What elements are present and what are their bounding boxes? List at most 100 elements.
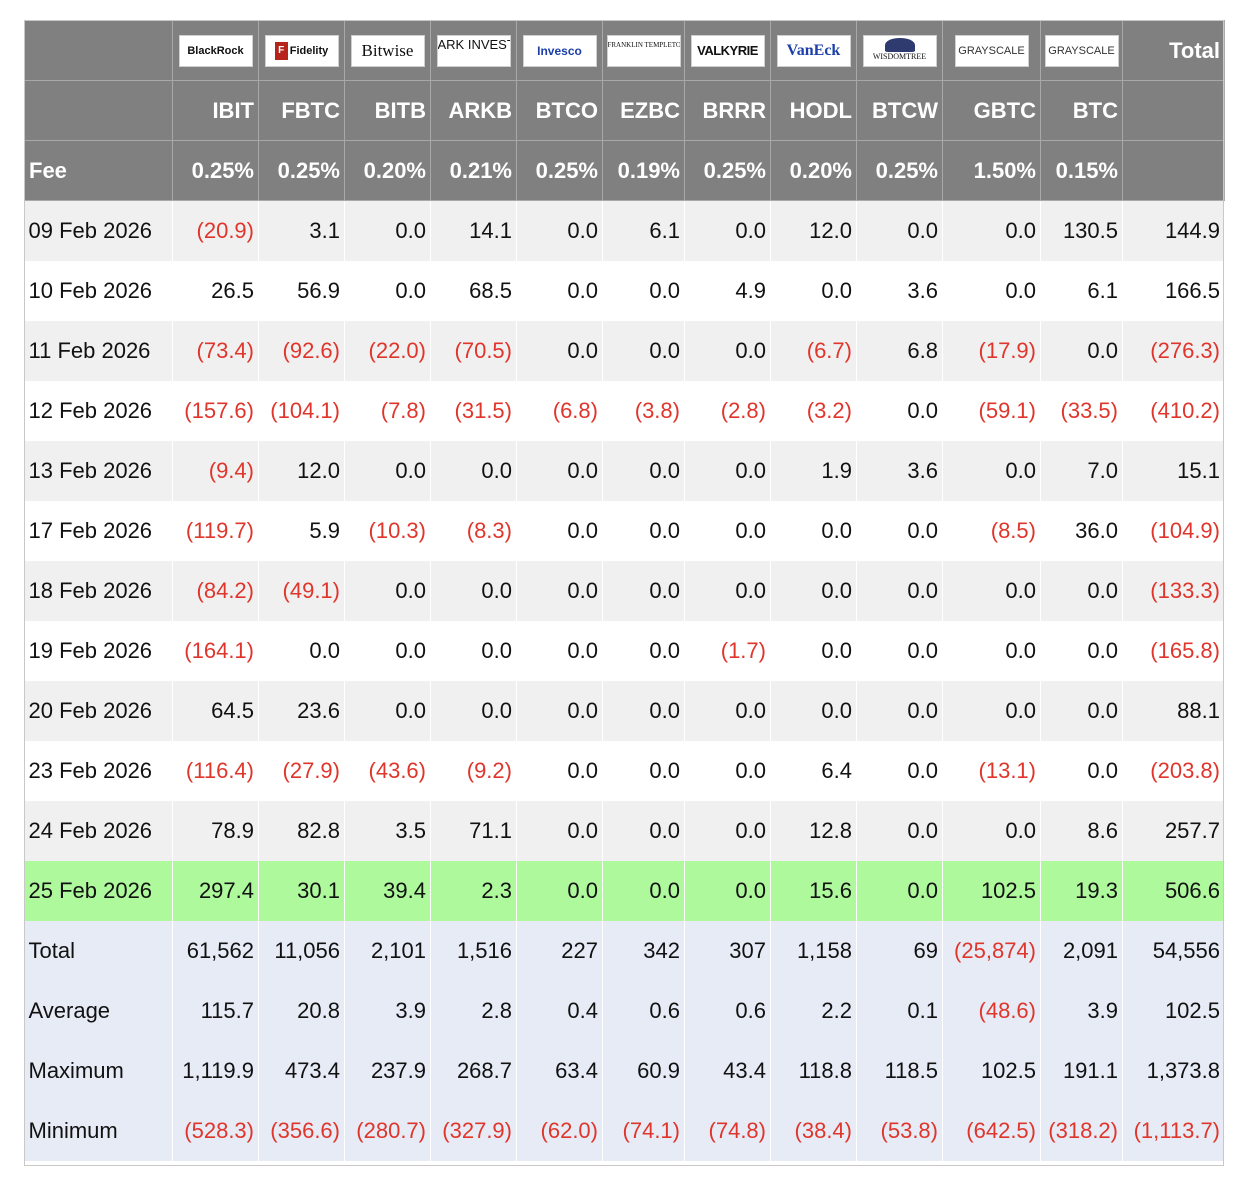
flow-cell: 0.0 <box>684 860 771 921</box>
flow-cell: 0.0 <box>942 680 1041 741</box>
flow-cell: 30.1 <box>258 860 345 921</box>
flow-cell: (43.6) <box>344 740 431 801</box>
flow-cell: 0.0 <box>942 560 1041 621</box>
flow-cell: (2.8) <box>684 380 771 441</box>
ticker-header: BTCO <box>516 80 603 141</box>
flow-cell: 0.0 <box>770 500 857 561</box>
row-total-cell: 88.1 <box>1122 680 1225 741</box>
flow-cell: 0.0 <box>942 200 1041 261</box>
flow-cell: (164.1) <box>172 620 259 681</box>
stat-cell: 118.5 <box>856 1040 943 1101</box>
fidelity-logo: F Fidelity <box>264 34 339 67</box>
flow-cell: 1.9 <box>770 440 857 501</box>
flow-cell: (9.4) <box>172 440 259 501</box>
stat-cell: 1,158 <box>770 920 857 981</box>
flow-cell: 0.0 <box>942 440 1041 501</box>
stats-row: Total 61,562 11,056 2,101 1,516 227 342 307 1,15… <box>24 920 1225 981</box>
stat-cell: 102.5 <box>1122 980 1225 1041</box>
stat-cell: (25,874) <box>942 920 1041 981</box>
stat-cell: 268.7 <box>430 1040 517 1101</box>
stat-cell: 191.1 <box>1040 1040 1123 1101</box>
flow-cell: 0.0 <box>942 260 1041 321</box>
flow-cell: 0.0 <box>344 620 431 681</box>
flow-cell: 0.0 <box>1040 680 1123 741</box>
flow-cell: (9.2) <box>430 740 517 801</box>
stat-cell: 118.8 <box>770 1040 857 1101</box>
flow-cell: 0.0 <box>516 680 603 741</box>
flow-cell: 0.0 <box>856 560 943 621</box>
stat-cell: 2.2 <box>770 980 857 1041</box>
flow-cell: 0.0 <box>516 800 603 861</box>
date-cell: 24 Feb 2026 <box>24 800 173 861</box>
flow-cell: 5.9 <box>258 500 345 561</box>
flow-cell: (33.5) <box>1040 380 1123 441</box>
flow-cell: 8.6 <box>1040 800 1123 861</box>
flow-cell: (73.4) <box>172 320 259 381</box>
row-total-cell: (276.3) <box>1122 320 1225 381</box>
flow-cell: 64.5 <box>172 680 259 741</box>
fee-cell: 0.20% <box>344 140 431 201</box>
flow-cell: (116.4) <box>172 740 259 801</box>
stat-cell: 473.4 <box>258 1040 345 1101</box>
table-row: 25 Feb 2026 297.4 30.1 39.4 2.3 0.0 0.0 0.0 15.6… <box>24 860 1225 921</box>
stat-cell: (38.4) <box>770 1100 857 1161</box>
flow-cell: (8.3) <box>430 500 517 561</box>
flow-cell: 19.3 <box>1040 860 1123 921</box>
stat-cell: (327.9) <box>430 1100 517 1161</box>
stat-cell: 1,516 <box>430 920 517 981</box>
ticker-header: BTC <box>1040 80 1123 141</box>
flow-cell: 0.0 <box>602 440 685 501</box>
stat-cell: 0.4 <box>516 980 603 1041</box>
ark-logo: ARK INVEST <box>436 34 511 67</box>
flow-cell: 82.8 <box>258 800 345 861</box>
wisdomtree-logo: WISDOMTREE <box>862 34 937 67</box>
flow-cell: 15.6 <box>770 860 857 921</box>
ticker-header: ARKB <box>430 80 517 141</box>
row-total-cell: 166.5 <box>1122 260 1225 321</box>
flow-cell: 3.5 <box>344 800 431 861</box>
flow-cell: 3.6 <box>856 440 943 501</box>
flow-cell: 297.4 <box>172 860 259 921</box>
date-cell: 13 Feb 2026 <box>24 440 173 501</box>
stat-cell: (62.0) <box>516 1100 603 1161</box>
table-row: 18 Feb 2026 (84.2) (49.1) 0.0 0.0 0.0 0.0 0.0 0.… <box>24 560 1225 621</box>
flow-cell: 130.5 <box>1040 200 1123 261</box>
flow-cell: 68.5 <box>430 260 517 321</box>
flow-cell: 0.0 <box>430 440 517 501</box>
row-total-cell: (165.8) <box>1122 620 1225 681</box>
stat-cell: 2,091 <box>1040 920 1123 981</box>
flow-cell: (157.6) <box>172 380 259 441</box>
table-row: 09 Feb 2026 (20.9) 3.1 0.0 14.1 0.0 6.1 0.0 12.0… <box>24 200 1225 261</box>
blackrock-logo: BlackRock <box>178 34 253 67</box>
etf-flow-table: BlackRock F Fidelity Bitwise ARK INVEST I… <box>24 20 1225 1161</box>
row-total-cell: (203.8) <box>1122 740 1225 801</box>
flow-cell: 0.0 <box>770 260 857 321</box>
flow-cell: 0.0 <box>602 560 685 621</box>
ticker-header: IBIT <box>172 80 259 141</box>
flow-cell: 26.5 <box>172 260 259 321</box>
vaneck-logo: VanEck <box>776 34 851 67</box>
table-row: 20 Feb 2026 64.5 23.6 0.0 0.0 0.0 0.0 0.0 0.0 0.0… <box>24 680 1225 741</box>
date-cell: 17 Feb 2026 <box>24 500 173 561</box>
row-total-cell: 506.6 <box>1122 860 1225 921</box>
flow-cell: (104.1) <box>258 380 345 441</box>
stat-cell: 43.4 <box>684 1040 771 1101</box>
flow-cell: 0.0 <box>1040 740 1123 801</box>
flow-cell: (10.3) <box>344 500 431 561</box>
logo-row: BlackRock F Fidelity Bitwise ARK INVEST I… <box>24 20 1225 81</box>
stat-cell: (318.2) <box>1040 1100 1123 1161</box>
flow-cell: 0.0 <box>344 200 431 261</box>
flow-cell: 0.0 <box>602 740 685 801</box>
flow-cell: 0.0 <box>344 440 431 501</box>
table-row: 17 Feb 2026 (119.7) 5.9 (10.3) (8.3) 0.0 0.0 0.… <box>24 500 1225 561</box>
flow-cell: 0.0 <box>516 740 603 801</box>
grayscale-logo: GRAYSCALE <box>1044 34 1119 67</box>
flow-cell: 0.0 <box>684 560 771 621</box>
flow-cell: 0.0 <box>602 860 685 921</box>
flow-cell: 6.1 <box>1040 260 1123 321</box>
stats-row: Minimum (528.3) (356.6) (280.7) (327.9) (62.0… <box>24 1100 1225 1161</box>
stat-cell: 0.6 <box>684 980 771 1041</box>
row-total-cell: (410.2) <box>1122 380 1225 441</box>
fee-row: Fee 0.25% 0.25% 0.20% 0.21% 0.25% 0.19% 0.25% 0… <box>24 140 1225 201</box>
fee-cell: 0.15% <box>1040 140 1123 201</box>
